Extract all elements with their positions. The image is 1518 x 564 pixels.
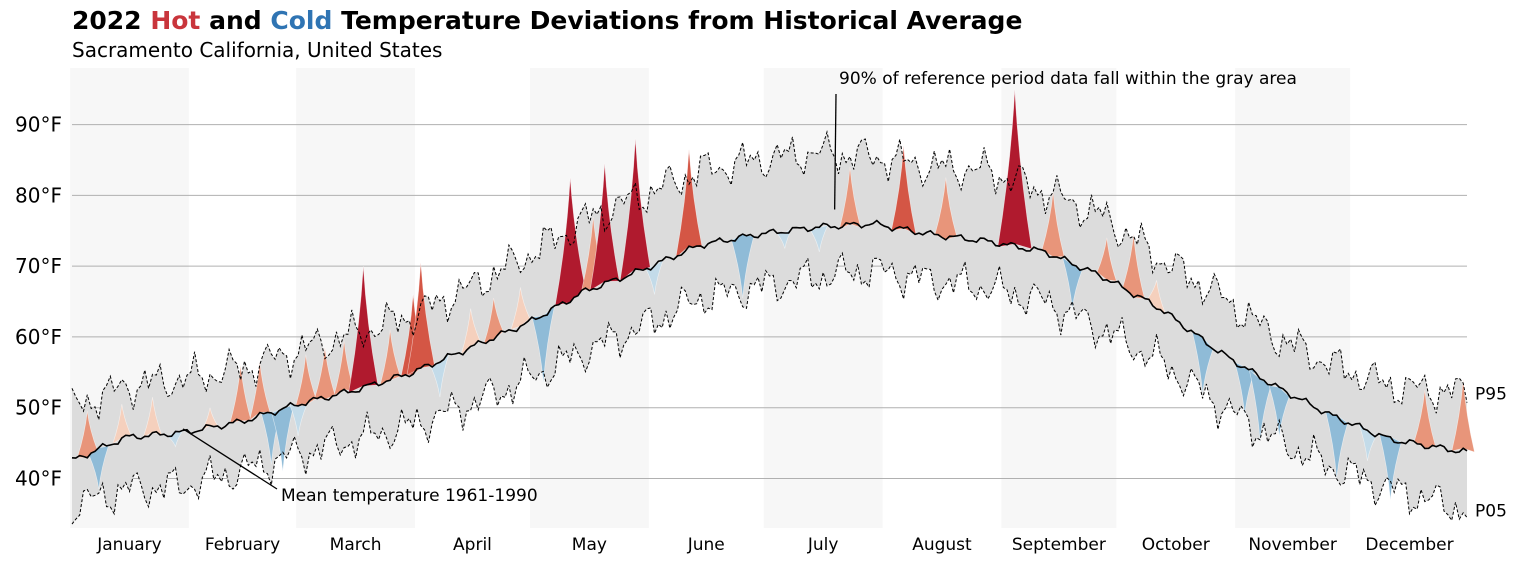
hot-deviation-26	[619, 138, 652, 283]
hot-deviation-23	[554, 177, 586, 306]
y-tick-label-70: 70°F	[15, 254, 62, 278]
y-tick-label-50: 50°F	[15, 396, 62, 420]
cold-deviation-1	[88, 445, 109, 490]
hot-deviation-25	[589, 163, 620, 292]
hot-deviation-0	[76, 411, 98, 459]
hot-deviation-48	[1413, 389, 1436, 449]
hot-deviation-15	[379, 329, 401, 387]
reference-band-area	[72, 132, 1467, 525]
hot-deviation-49	[1451, 379, 1475, 453]
hot-deviation-21	[510, 287, 531, 330]
hot-deviation-33	[891, 145, 917, 235]
title-cold: Cold	[270, 6, 333, 35]
hot-deviation-36	[1041, 191, 1065, 258]
hot-deviation-14	[348, 266, 379, 394]
month-label-april: April	[453, 535, 492, 555]
hot-deviation-20	[483, 297, 504, 345]
cold-deviation-37	[1061, 256, 1083, 309]
month-band-july	[763, 68, 883, 528]
p95-label: P95	[1475, 385, 1507, 405]
chart-subtitle: Sacramento California, United States	[72, 38, 443, 62]
cold-deviation-4	[167, 429, 185, 448]
y-tick-label-60: 60°F	[15, 325, 62, 349]
annotations: 90% of reference period data fall within…	[182, 69, 1297, 506]
band-annotation-text: 90% of reference period data fall within…	[839, 69, 1297, 89]
month-band-march	[296, 68, 416, 528]
y-tick-label-90: 90°F	[15, 113, 62, 137]
month-label-august: August	[912, 535, 972, 555]
cold-deviation-46	[1357, 421, 1377, 461]
month-label-november: November	[1248, 535, 1336, 555]
hot-deviation-3	[142, 397, 163, 438]
p05-label: P05	[1475, 501, 1507, 521]
mean-temperature-line	[71, 219, 1468, 459]
cold-deviation-27	[645, 258, 664, 295]
chart-title: 2022 Hot and Cold Temperature Deviations…	[72, 4, 1022, 38]
month-label-september: September	[1012, 535, 1106, 555]
p95-line	[71, 130, 1468, 420]
month-label-february: February	[205, 535, 280, 555]
cold-deviation-18	[430, 353, 450, 398]
mean-annotation-pointer	[182, 428, 278, 490]
month-label-march: March	[330, 535, 382, 555]
cold-deviation-44	[1268, 385, 1290, 437]
hot-deviation-34	[934, 177, 958, 241]
month-label-june: June	[687, 535, 725, 555]
hot-deviation-40	[1147, 280, 1166, 315]
month-label-december: December	[1365, 535, 1453, 555]
y-tick-label-80: 80°F	[15, 183, 62, 207]
cold-deviation-29	[731, 233, 755, 299]
month-label-july: July	[807, 535, 839, 555]
cold-deviation-22	[531, 304, 556, 383]
mean-annotation-text: Mean temperature 1961-1990	[281, 486, 538, 506]
cold-deviation-10	[288, 403, 308, 437]
hot-deviation-6	[229, 365, 252, 424]
title-and: and	[209, 6, 262, 35]
hot-deviation-2	[112, 404, 132, 445]
hot-deviation-7	[249, 361, 271, 422]
title-year: 2022	[72, 6, 142, 35]
month-label-october: October	[1142, 535, 1210, 555]
chart-header: 2022 Hot and Cold Temperature Deviations…	[72, 4, 1022, 62]
title-rest: Temperature Deviations from Historical A…	[341, 6, 1023, 35]
series-end-labels: P95 P05	[1475, 385, 1507, 522]
p05-line	[71, 251, 1468, 525]
hot-deviation-19	[460, 308, 481, 356]
month-label-may: May	[572, 535, 607, 555]
hot-deviation-32	[838, 167, 862, 230]
y-tick-label-40: 40°F	[15, 466, 62, 490]
cold-deviation-31	[810, 224, 829, 253]
title-hot: Hot	[150, 6, 201, 35]
band-annotation-pointer	[834, 93, 837, 210]
y-axis-tick-labels: 40°F 50°F 60°F 70°F 80°F 90°F	[15, 113, 62, 491]
hot-deviation-17	[406, 262, 435, 376]
deviation-areas	[76, 89, 1475, 500]
hot-deviation-35	[997, 89, 1033, 250]
cold-deviation-47	[1378, 433, 1402, 500]
hot-deviation-11	[295, 354, 317, 407]
hot-deviation-12	[314, 347, 336, 400]
month-label-january: January	[96, 535, 161, 555]
x-axis-month-labels: January February March April May June July Augu…	[96, 535, 1453, 555]
hot-deviation-28	[675, 149, 703, 259]
hot-deviation-38	[1096, 237, 1117, 282]
